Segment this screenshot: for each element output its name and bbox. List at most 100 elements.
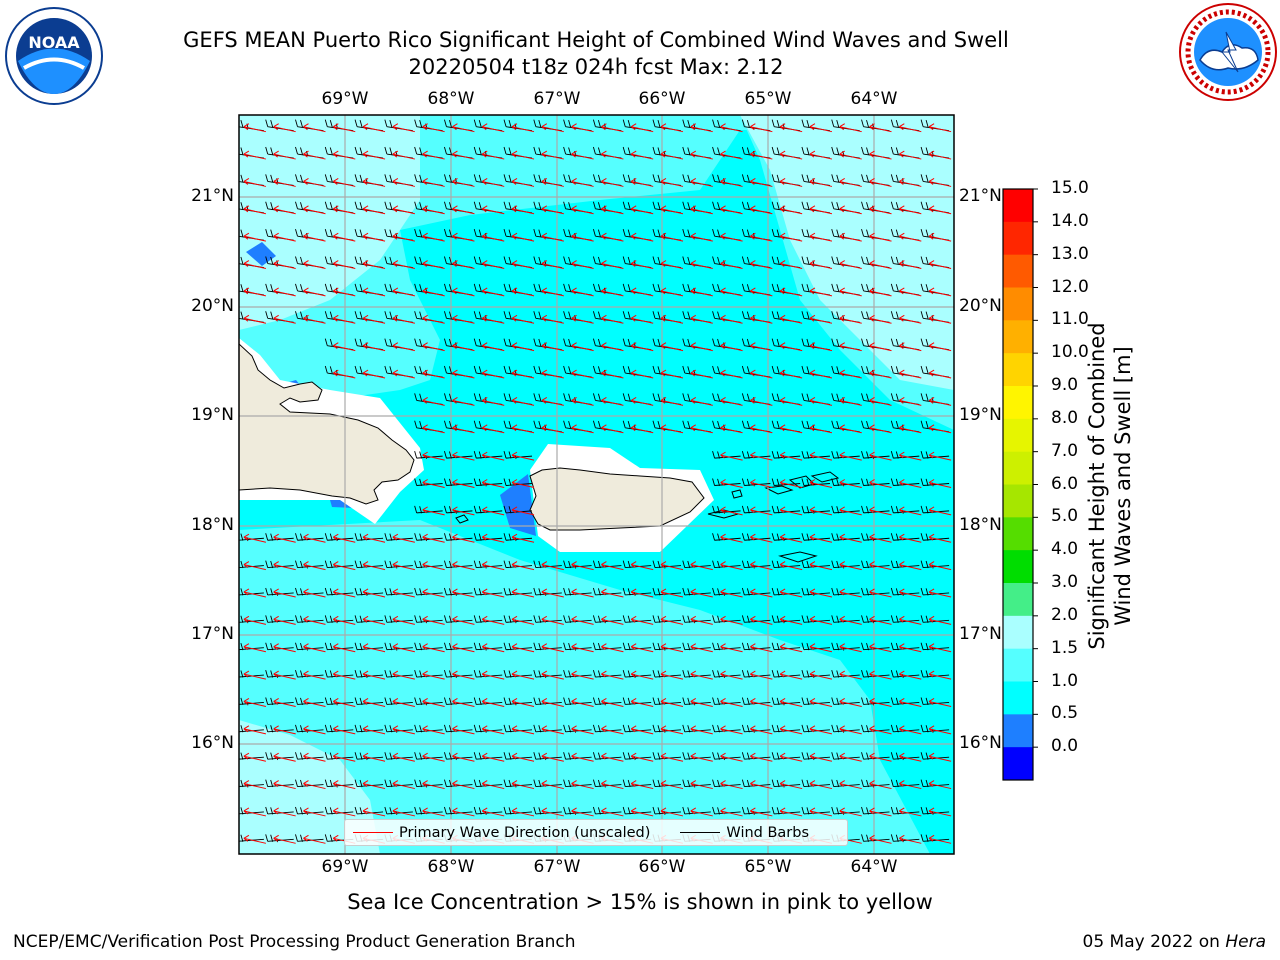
wave-direction-arrow [750, 588, 773, 598]
wave-direction-arrow [601, 670, 624, 680]
wave-direction-arrow [481, 451, 505, 461]
wave-direction-arrow [630, 205, 654, 215]
wave-direction-arrow [630, 232, 654, 242]
wave-direction-arrow [630, 123, 654, 133]
wave-direction-arrow [690, 615, 713, 625]
wave-direction-arrow [750, 670, 773, 680]
wave-direction-arrow [869, 615, 892, 625]
colorbar-tick-label: 10.0 [1051, 342, 1089, 363]
wave-direction-arrow [869, 287, 892, 297]
wave-direction-arrow [928, 396, 952, 406]
wave-direction-arrow [630, 561, 654, 571]
wave-direction-arrow [809, 670, 833, 680]
wave-direction-arrow [839, 260, 862, 270]
colorbar-tick-label: 11.0 [1051, 309, 1089, 330]
wave-direction-arrow [660, 752, 684, 762]
wave-direction-arrow [303, 150, 326, 160]
wave-direction-arrow [571, 177, 594, 187]
wave-direction-arrow [422, 670, 445, 680]
lat-tick-label: 21°N [191, 186, 234, 206]
wave-direction-arrow [750, 479, 773, 488]
wave-direction-arrow [928, 451, 952, 461]
wave-direction-arrow [601, 615, 624, 625]
wave-direction-arrow [690, 670, 713, 680]
wave-direction-arrow [273, 287, 296, 297]
wave-direction-arrow [809, 780, 833, 790]
footer-host: Hera [1225, 932, 1266, 952]
wave-direction-arrow [690, 177, 713, 187]
wave-zone-northwest-pale [239, 115, 420, 330]
wave-direction-arrow [332, 287, 356, 297]
wave-direction-arrow [839, 314, 862, 324]
wave-direction-arrow [899, 479, 922, 488]
wave-direction-arrow [422, 561, 445, 571]
land-mona-island [455, 514, 469, 524]
wave-direction-arrow [243, 780, 267, 790]
footer-credit: NCEP/EMC/Verification Post Processing Pr… [13, 932, 576, 952]
wave-direction-arrow [869, 807, 892, 817]
wave-direction-arrow [541, 561, 564, 571]
wave-direction-arrow [720, 670, 743, 680]
wave-direction-arrow [899, 752, 922, 762]
wave-direction-arrow [750, 314, 773, 324]
wave-direction-arrow [869, 314, 892, 324]
wave-direction-arrow [571, 698, 594, 707]
wave-direction-arrow [869, 643, 892, 653]
wave-direction-arrow [779, 451, 803, 461]
wave-direction-arrow [452, 506, 475, 516]
wave-direction-arrow [422, 150, 445, 160]
wave-direction-arrow [273, 615, 296, 625]
wave-direction-arrow [303, 780, 326, 790]
wave-direction-arrow [869, 780, 892, 790]
wave-direction-arrow [750, 205, 773, 215]
wave-direction-arrow [452, 615, 475, 625]
wave-direction-arrow [750, 342, 773, 352]
wave-direction-arrow [571, 260, 594, 270]
wave-direction-arrow [541, 287, 564, 297]
wave-direction-arrow [928, 643, 952, 653]
wave-direction-arrow [243, 287, 267, 297]
wave-direction-arrow [720, 150, 743, 160]
wave-direction-arrow [928, 150, 952, 160]
wave-direction-arrow [541, 725, 564, 735]
wave-direction-arrow [243, 205, 267, 215]
wave-direction-arrow [750, 698, 773, 707]
wave-direction-arrow [481, 643, 505, 653]
map-frame [238, 114, 955, 855]
colorbar-segment [1003, 221, 1033, 256]
wave-direction-arrow [660, 205, 684, 215]
wave-direction-arrow [809, 698, 833, 707]
wave-direction-arrow [928, 698, 952, 707]
wave-direction-arrow [481, 232, 505, 242]
wave-direction-arrow [869, 260, 892, 270]
wave-direction-arrow [332, 205, 356, 215]
wave-direction-arrow [839, 479, 862, 488]
wave-direction-arrow [541, 643, 564, 653]
wave-direction-arrow [809, 807, 833, 817]
wave-direction-arrow [332, 752, 356, 762]
wave-direction-arrow [273, 588, 296, 598]
wave-direction-arrow [779, 698, 803, 707]
land-puerto-rico [529, 467, 705, 531]
wave-direction-arrow [928, 369, 952, 379]
colorbar-segment [1003, 320, 1033, 354]
wave-direction-arrow [601, 752, 624, 762]
wave-direction-arrow [660, 561, 684, 571]
wave-direction-arrow [839, 670, 862, 680]
wave-direction-arrow [899, 561, 922, 571]
colorbar-segment [1003, 681, 1033, 715]
wave-direction-arrow [660, 615, 684, 625]
wave-direction-arrow [452, 396, 475, 406]
wave-direction-arrow [481, 150, 505, 160]
wave-direction-arrow [243, 533, 267, 543]
wave-direction-arrow [452, 369, 475, 379]
colorbar-tick-label: 12.0 [1051, 276, 1089, 297]
wave-direction-arrow [839, 287, 862, 297]
wave-direction-arrow [899, 588, 922, 598]
wave-direction-arrow [601, 780, 624, 790]
wave-direction-arrow [899, 287, 922, 297]
wave-direction-arrow [601, 123, 624, 133]
wave-direction-arrow [779, 424, 803, 434]
wave-direction-arrow [362, 260, 386, 270]
